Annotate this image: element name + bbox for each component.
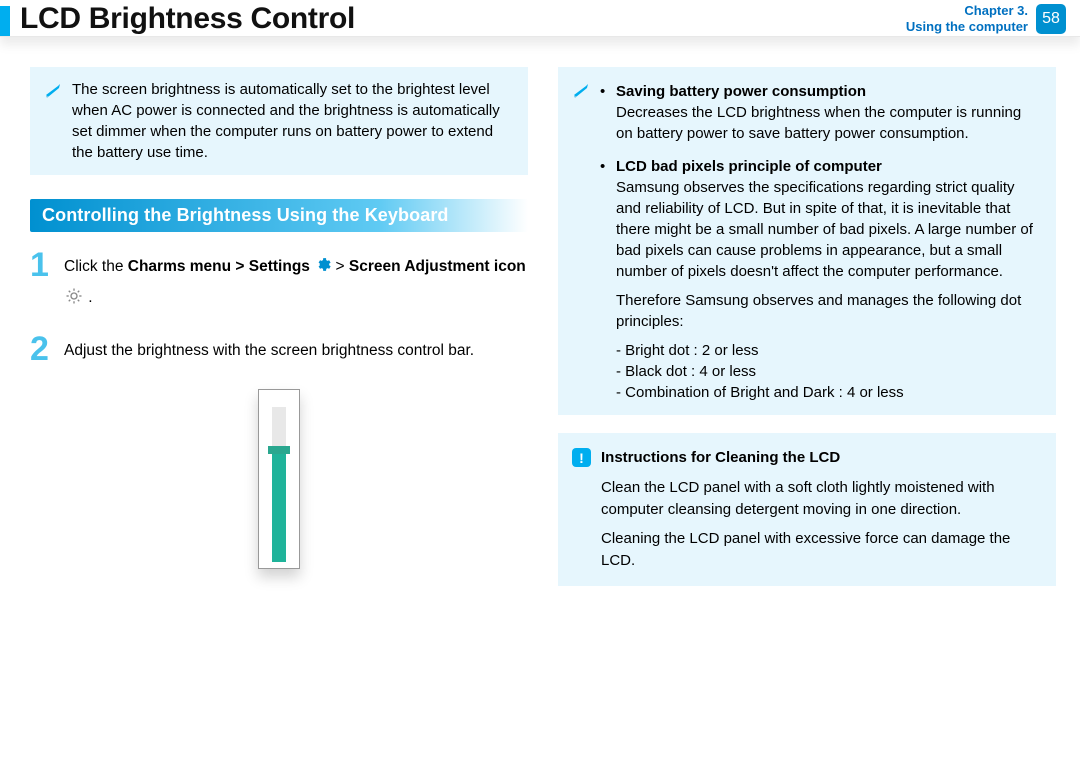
step1-bold1: Charms menu > Settings xyxy=(128,258,314,275)
step-1: 1 Click the Charms menu > Settings > Scr… xyxy=(30,250,528,316)
bullet2-p2: Therefore Samsung observes and manages t… xyxy=(616,290,1040,332)
page-number-badge: 58 xyxy=(1036,4,1066,34)
brightness-slider-box xyxy=(258,389,300,569)
step1-bold2: Screen Adjustment icon xyxy=(349,258,526,275)
title-wrap: LCD Brightness Control xyxy=(0,2,355,36)
chapter-info: Chapter 3. Using the computer xyxy=(906,3,1028,36)
bullet1-body: Decreases the LCD brightness when the co… xyxy=(616,102,1040,144)
bullet-1: • Saving battery power consumption Decre… xyxy=(600,81,1040,144)
bullet-2-content: LCD bad pixels principle of computer Sam… xyxy=(616,156,1040,403)
step1-prefix: Click the xyxy=(64,258,128,275)
intro-note-text: The screen brightness is automatically s… xyxy=(72,79,512,163)
brightness-icon xyxy=(64,286,84,315)
bullet2-p1: Samsung observes the specifications rega… xyxy=(616,177,1040,282)
gear-icon xyxy=(314,254,331,283)
page-header: LCD Brightness Control Chapter 3. Using … xyxy=(0,0,1080,37)
title-accent xyxy=(0,6,10,36)
step-2-number: 2 xyxy=(30,334,56,365)
brightness-slider-thumb[interactable] xyxy=(268,446,290,454)
step-2: 2 Adjust the brightness with the screen … xyxy=(30,334,528,365)
bullet2-li1: - Bright dot : 2 or less xyxy=(616,340,1040,361)
bullet2-title: LCD bad pixels principle of computer xyxy=(616,156,1040,177)
caution-body: Clean the LCD panel with a soft cloth li… xyxy=(601,477,1040,572)
chapter-line2: Using the computer xyxy=(906,19,1028,35)
brightness-slider-fill xyxy=(272,449,286,562)
step1-end: . xyxy=(84,289,93,306)
header-right: Chapter 3. Using the computer 58 xyxy=(906,3,1066,36)
note-icon xyxy=(572,81,590,403)
note-body: • Saving battery power consumption Decre… xyxy=(600,79,1040,403)
page-title: LCD Brightness Control xyxy=(20,2,355,36)
right-info-box: • Saving battery power consumption Decre… xyxy=(558,67,1056,415)
right-column: • Saving battery power consumption Decre… xyxy=(558,67,1056,586)
caution-p1: Clean the LCD panel with a soft cloth li… xyxy=(601,477,1040,521)
content-columns: The screen brightness is automatically s… xyxy=(0,37,1080,586)
caution-icon: ! xyxy=(572,448,591,467)
left-column: The screen brightness is automatically s… xyxy=(30,67,528,586)
caution-box: ! Instructions for Cleaning the LCD Clea… xyxy=(558,433,1056,586)
section-heading: Controlling the Brightness Using the Key… xyxy=(30,199,528,232)
bullet-mark: • xyxy=(600,81,610,144)
caution-head: ! Instructions for Cleaning the LCD xyxy=(572,447,1040,469)
bullet-1-content: Saving battery power consumption Decreas… xyxy=(616,81,1040,144)
note-icon xyxy=(44,81,62,163)
bullet1-title: Saving battery power consumption xyxy=(616,81,1040,102)
bullet-mark: • xyxy=(600,156,610,403)
step1-mid: > xyxy=(336,258,349,275)
chapter-line1: Chapter 3. xyxy=(906,3,1028,19)
intro-note-box: The screen brightness is automatically s… xyxy=(30,67,528,175)
bullet2-li2: - Black dot : 4 or less xyxy=(616,361,1040,382)
step-1-body: Click the Charms menu > Settings > Scree… xyxy=(64,250,528,316)
brightness-slider[interactable] xyxy=(272,407,286,562)
caution-title: Instructions for Cleaning the LCD xyxy=(601,447,840,469)
step-1-number: 1 xyxy=(30,250,56,316)
bullet2-li3: - Combination of Bright and Dark : 4 or … xyxy=(616,382,1040,403)
note-row: • Saving battery power consumption Decre… xyxy=(572,79,1040,403)
bullet-2: • LCD bad pixels principle of computer S… xyxy=(600,156,1040,403)
step-2-body: Adjust the brightness with the screen br… xyxy=(64,334,474,365)
caution-p2: Cleaning the LCD panel with excessive fo… xyxy=(601,528,1040,572)
